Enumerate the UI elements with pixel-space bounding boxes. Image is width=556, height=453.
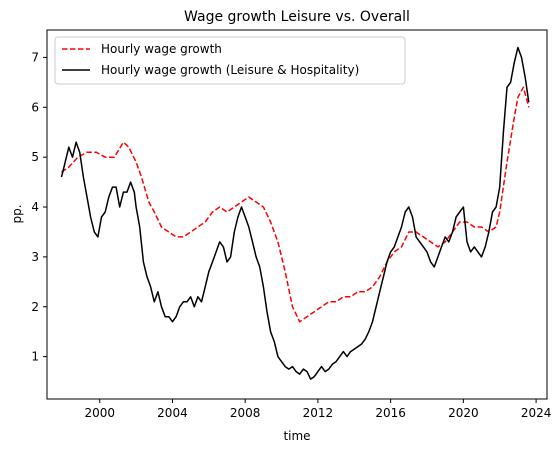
y-tick-label: 4: [31, 200, 39, 214]
x-tick-label: 2020: [448, 406, 479, 420]
series-line-leisure: [60, 46, 530, 380]
y-tick-label: 6: [31, 100, 39, 114]
plot-area: [60, 46, 530, 380]
y-tick-label: 2: [31, 300, 39, 314]
y-tick-label: 5: [31, 150, 39, 164]
legend-label-overall: Hourly wage growth: [101, 42, 222, 56]
plot-frame: [46, 29, 548, 400]
x-tick-label: 2024: [521, 406, 552, 420]
legend-box: [54, 36, 406, 85]
x-axis-label: time: [283, 429, 310, 443]
legend-label-leisure: Hourly wage growth (Leisure & Hospitalit…: [101, 63, 359, 77]
y-tick-label: 1: [31, 350, 39, 364]
y-tick-label: 3: [31, 250, 39, 264]
x-axis: 2000 2004 2008 2012 2016 2020 2024: [84, 399, 551, 420]
chart-title: Wage growth Leisure vs. Overall: [184, 9, 410, 25]
y-axis: 1 2 3 4 5 6 7: [31, 50, 47, 364]
x-tick-label: 2012: [303, 406, 334, 420]
x-tick-label: 2016: [375, 406, 406, 420]
x-tick-label: 2004: [157, 406, 188, 420]
x-tick-label: 2008: [230, 406, 261, 420]
x-tick-label: 2000: [84, 406, 115, 420]
legend: Hourly wage growth Hourly wage growth (L…: [54, 36, 406, 85]
y-axis-label: pp.: [10, 204, 24, 223]
series-line-overall: [61, 86, 530, 323]
y-tick-label: 7: [31, 50, 39, 64]
